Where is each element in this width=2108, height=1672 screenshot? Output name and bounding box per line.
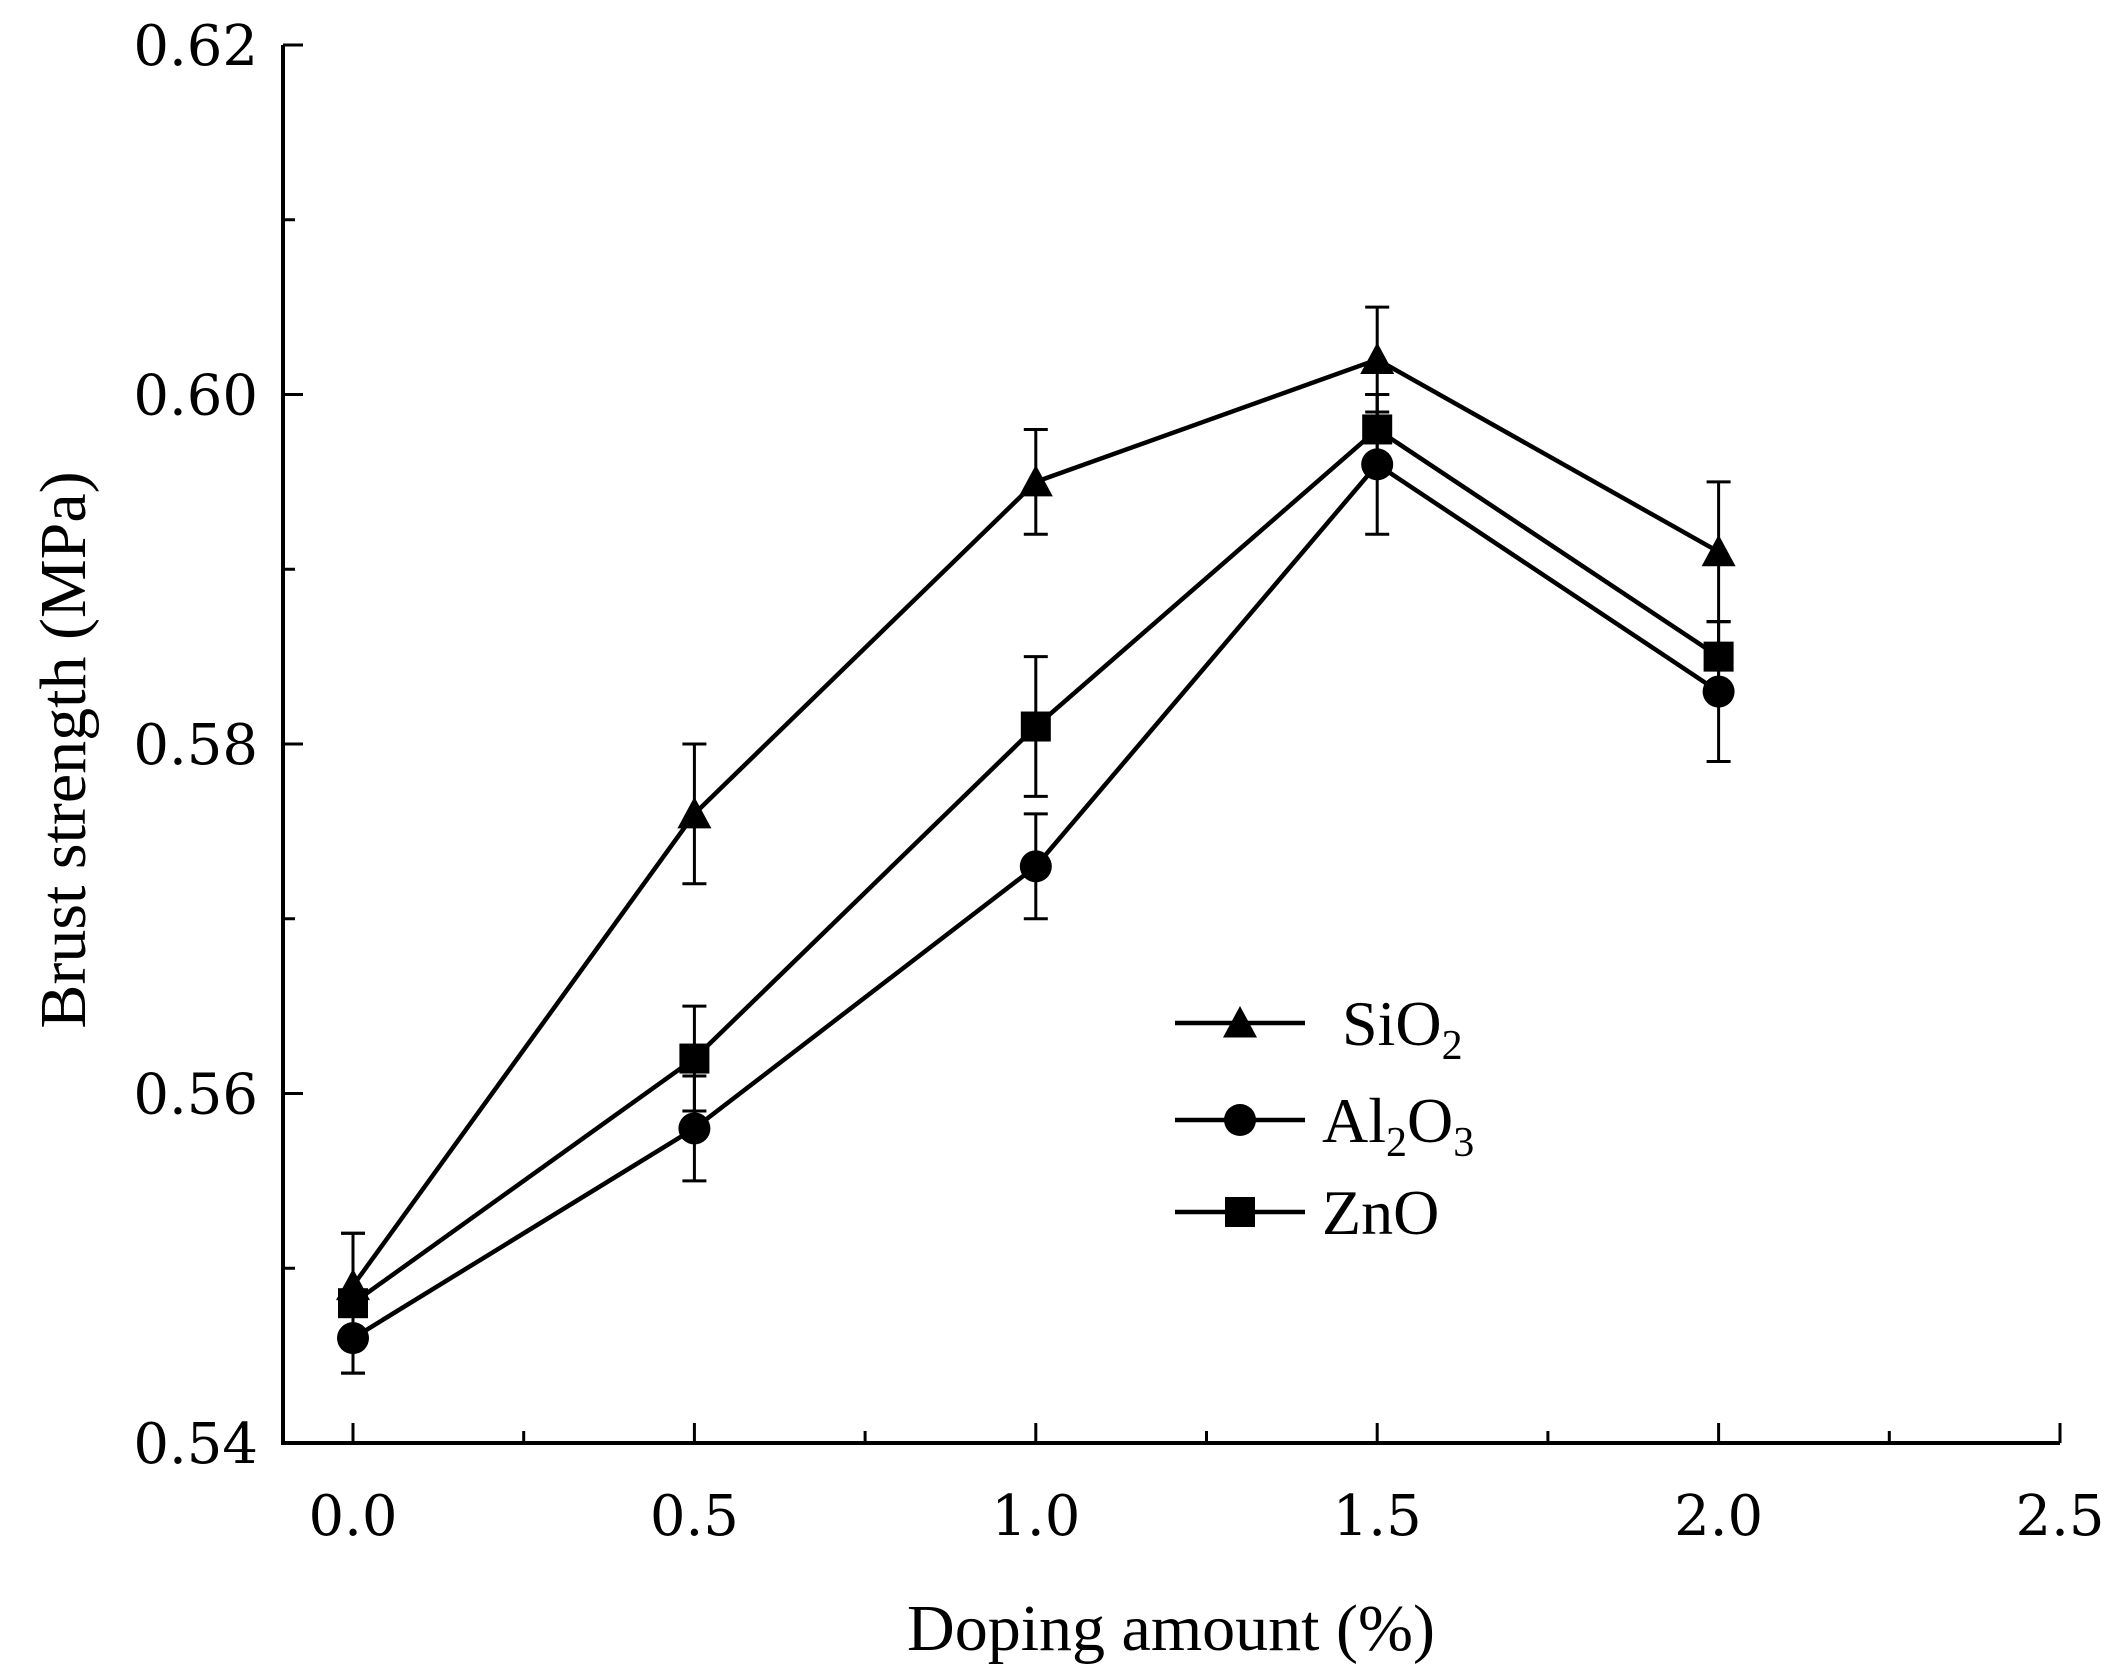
point-al2o3: [1361, 448, 1394, 481]
legend-marker-zno: [1225, 1197, 1255, 1227]
markers: [336, 342, 1736, 1355]
y-axis-title: Brust strength (MPa): [27, 471, 100, 1028]
axes: [281, 45, 2060, 1445]
x-tick-label: 1.5: [1333, 1484, 1422, 1549]
legend: SiO2 Al2O3 ZnO: [1175, 988, 1474, 1248]
y-tick-label: 0.56: [133, 1063, 258, 1128]
point-al2o3: [337, 1322, 369, 1355]
x-tick-label: 1.0: [991, 1484, 1080, 1549]
point-zno: [338, 1288, 368, 1319]
point-al2o3: [1702, 675, 1735, 708]
y-tick-label: 0.60: [133, 364, 258, 429]
y-tick-label: 0.58: [133, 713, 258, 778]
legend-marker-sio2: [1223, 1006, 1257, 1038]
legend-label-sio2: SiO2: [1342, 988, 1463, 1069]
legend-label-zno: ZnO: [1322, 1177, 1439, 1248]
legend-marker-al2o3: [1224, 1104, 1256, 1136]
point-sio2: [1018, 464, 1053, 497]
x-tick-label: 0.0: [308, 1484, 397, 1549]
point-zno: [1362, 414, 1393, 445]
x-tick-label: 2.5: [2015, 1484, 2104, 1549]
point-zno: [1703, 641, 1734, 672]
x-tick-label: 2.0: [1674, 1484, 1763, 1549]
y-tick-label: 0.62: [133, 14, 258, 79]
point-al2o3: [1019, 850, 1052, 883]
point-sio2: [677, 796, 712, 829]
x-axis-title: Doping amount (%): [907, 1592, 1435, 1665]
point-sio2: [1701, 534, 1736, 567]
y-tick-label: 0.54: [133, 1412, 258, 1477]
x-tick-label: 0.5: [650, 1484, 739, 1549]
point-al2o3: [678, 1112, 711, 1145]
point-sio2: [1360, 342, 1395, 374]
ticks: 0.0 0.5 1.0 1.5 2.0 2.5 0.54 0.56 0.58 0.60 0.62: [133, 14, 2104, 1549]
legend-label-al2o3: Al2O3: [1322, 1085, 1474, 1166]
point-zno: [679, 1043, 710, 1074]
point-zno: [1020, 711, 1051, 742]
